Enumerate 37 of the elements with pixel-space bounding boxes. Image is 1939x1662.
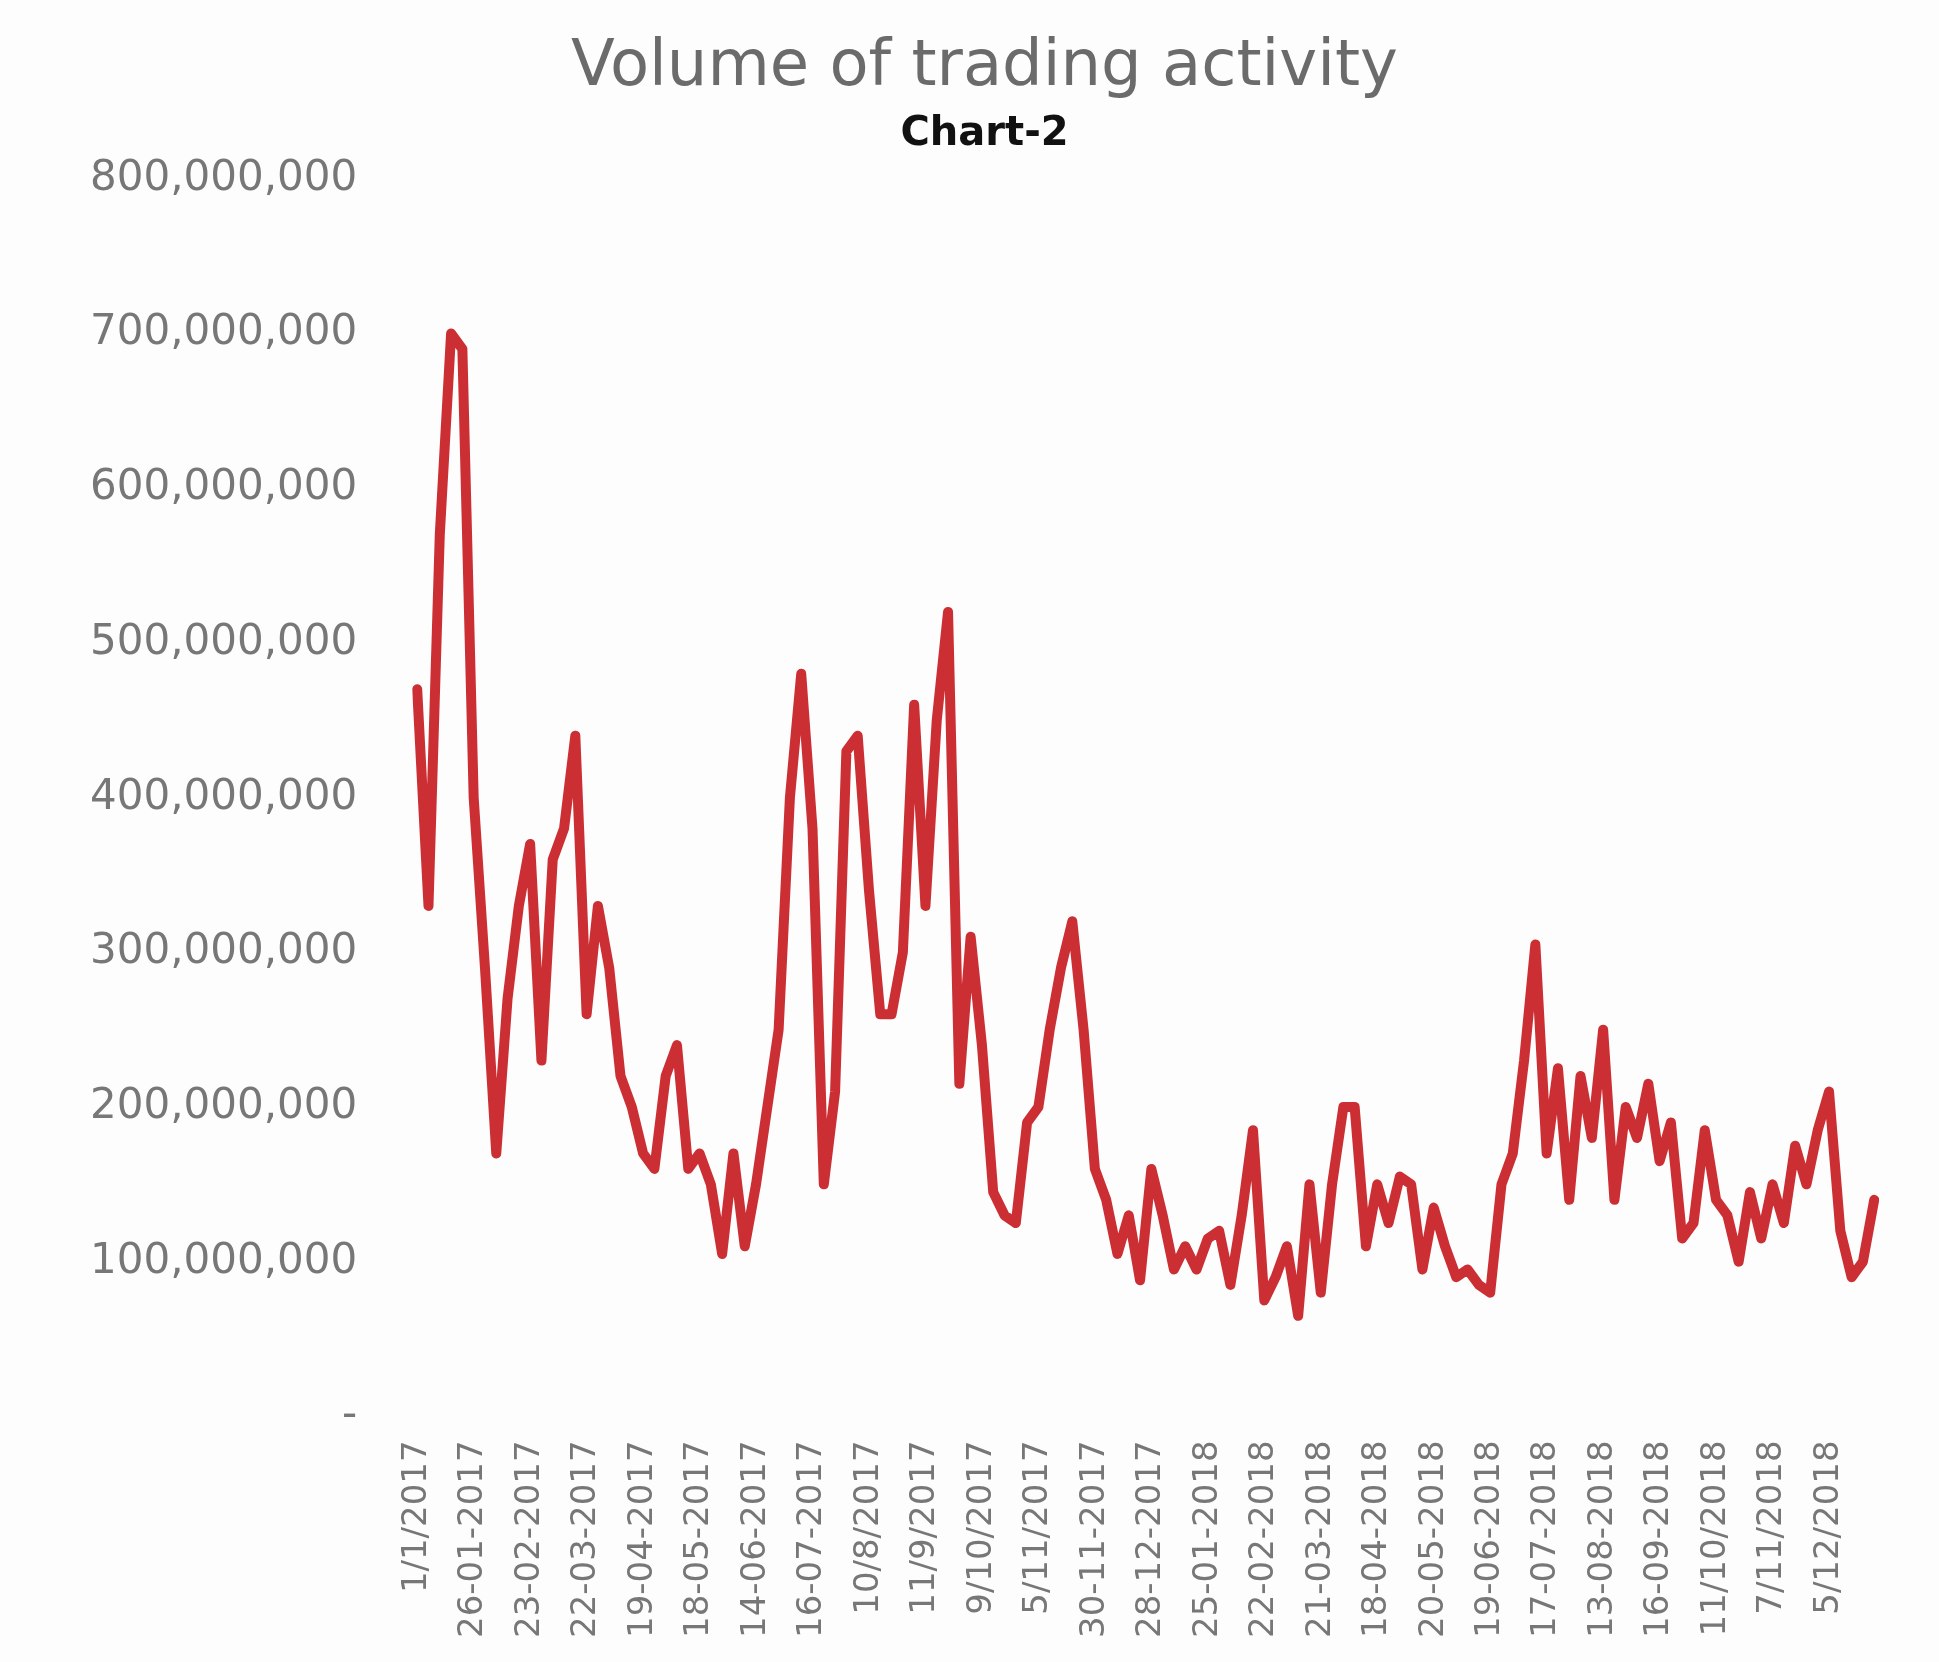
y-tick-label: -	[342, 1388, 358, 1438]
x-tick-label: 5/12/2018	[1805, 1440, 1846, 1615]
x-tick-label: 26-01-2017	[450, 1440, 491, 1638]
chart-title: Volume of trading activity	[571, 26, 1398, 101]
x-tick-label: 16-07-2017	[789, 1440, 830, 1638]
x-tick-label: 5/11/2017	[1015, 1440, 1056, 1615]
x-tick-label: 7/11/2018	[1749, 1440, 1790, 1615]
y-tick-label: 600,000,000	[89, 460, 358, 510]
x-tick-label: 14-06-2017	[732, 1440, 773, 1638]
x-tick-label: 28-12-2017	[1128, 1440, 1169, 1638]
y-tick-label: 800,000,000	[89, 150, 358, 200]
x-tick-label: 21-03-2018	[1297, 1440, 1338, 1638]
x-tick-label: 19-04-2017	[619, 1440, 660, 1638]
y-tick-label: 200,000,000	[89, 1078, 358, 1128]
x-tick-label: 16-09-2018	[1636, 1440, 1677, 1638]
x-tick-label: 10/8/2017	[845, 1440, 886, 1615]
y-tick-label: 400,000,000	[89, 769, 358, 819]
x-tick-label: 18-04-2018	[1354, 1440, 1395, 1638]
y-tick-label: 700,000,000	[89, 305, 358, 355]
x-tick-label: 19-06-2018	[1467, 1440, 1508, 1638]
x-tick-label: 11/10/2018	[1692, 1440, 1733, 1637]
x-tick-label: 18-05-2017	[676, 1440, 717, 1638]
y-tick-label: 100,000,000	[89, 1233, 358, 1283]
x-tick-label: 23-02-2017	[506, 1440, 547, 1638]
x-tick-label: 22-03-2017	[563, 1440, 604, 1638]
y-tick-label: 500,000,000	[89, 614, 358, 664]
x-tick-label: 17-07-2018	[1523, 1440, 1564, 1638]
x-tick-label: 22-02-2018	[1241, 1440, 1282, 1638]
x-tick-label: 1/1/2017	[394, 1440, 435, 1594]
x-tick-label: 13-08-2018	[1579, 1440, 1620, 1638]
x-tick-label: 11/9/2017	[902, 1440, 943, 1615]
x-tick-label: 25-01-2018	[1184, 1440, 1225, 1638]
x-tick-label: 9/10/2017	[958, 1440, 999, 1615]
chart-subtitle: Chart-2	[900, 108, 1069, 155]
y-tick-label: 300,000,000	[89, 924, 358, 974]
x-tick-label: 30-11-2017	[1071, 1440, 1112, 1638]
x-tick-label: 20-05-2018	[1410, 1440, 1451, 1638]
